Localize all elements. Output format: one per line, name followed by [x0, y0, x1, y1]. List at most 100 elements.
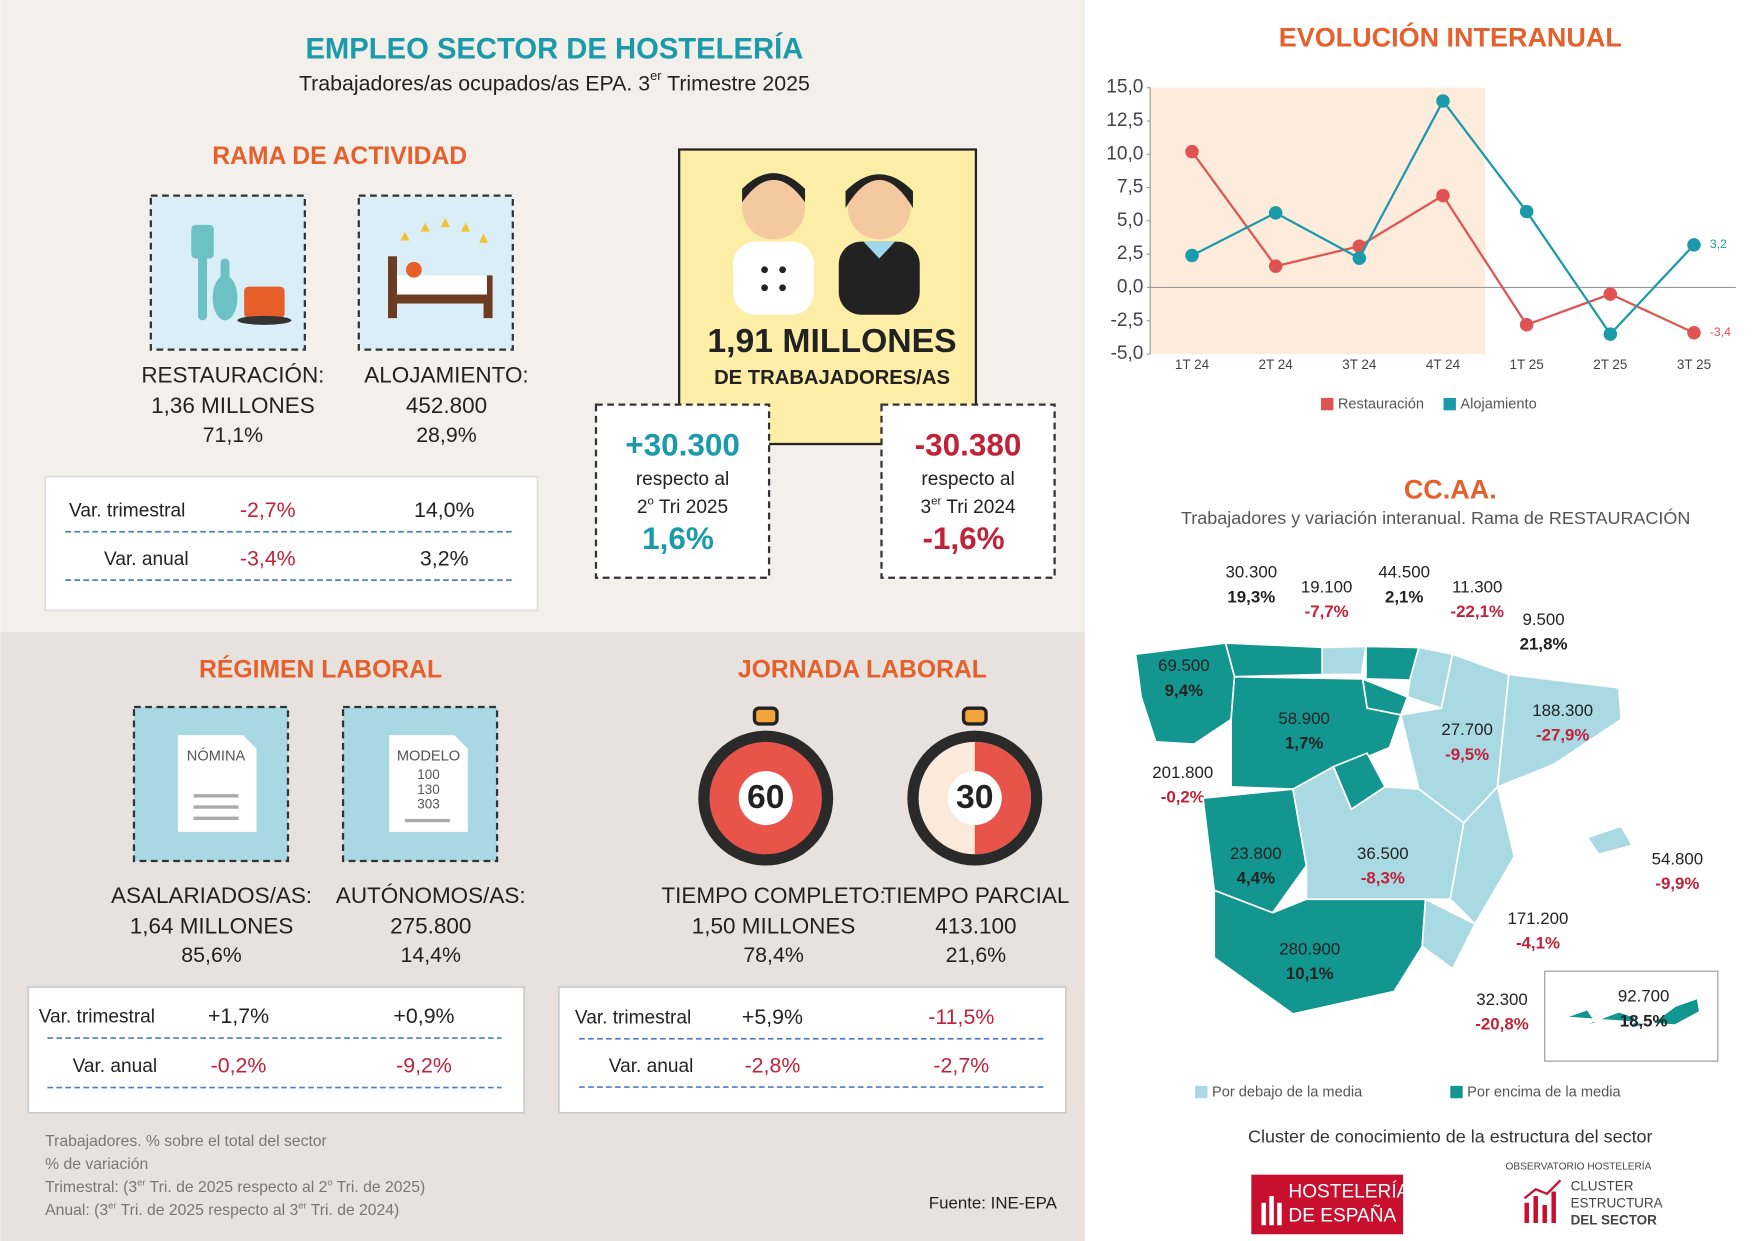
data-point	[1185, 144, 1199, 159]
data-point	[1519, 204, 1534, 219]
clock-center	[738, 771, 793, 826]
table-box	[558, 986, 1067, 1114]
row-value: +5,9%	[742, 1005, 803, 1029]
row-value: -11,5%	[928, 1005, 994, 1029]
region-pct: 18,5%	[1620, 1011, 1668, 1030]
region	[1421, 897, 1477, 971]
text-part: Tri. de 2025 respecto al 3	[116, 1202, 298, 1219]
clock-crown	[752, 706, 779, 726]
x-tick-label: 4T 24	[1426, 357, 1461, 372]
y-tick-label: 7,5	[1117, 177, 1144, 198]
region-pct: 1,7%	[1285, 734, 1323, 753]
row-label: Var. trimestral	[39, 1006, 155, 1027]
text-part: 3	[920, 497, 931, 518]
legend-label: Restauración	[1338, 397, 1424, 413]
legend-swatch	[1195, 1085, 1208, 1099]
row-value: -2,7%	[933, 1053, 989, 1077]
data-point	[1185, 248, 1199, 263]
bed-icon	[388, 218, 493, 319]
y-tick-label: -5,0	[1111, 343, 1144, 364]
text-part: Tri. de 2024)	[307, 1202, 400, 1219]
item-value: 1,36 MILLONES	[151, 393, 315, 418]
total-label: DE TRABAJADORES/AS	[714, 367, 950, 389]
logo-mark	[1261, 1196, 1282, 1226]
note: Anual: (3er Tri. de 2025 respecto al 3er…	[45, 1200, 399, 1219]
cluster-mark	[1523, 1179, 1562, 1224]
data-label: 3,2	[1710, 237, 1727, 251]
item-label: ASALARIADOS/AS:	[111, 883, 312, 908]
x-tick-label: 1T 25	[1510, 357, 1544, 372]
item-value: 1,64 MILLONES	[130, 913, 294, 938]
region-pct: -9,9%	[1655, 874, 1699, 893]
x-tick-label: 1T 24	[1175, 357, 1210, 372]
data-point	[1268, 259, 1283, 273]
item-label: RESTAURACIÓN:	[141, 363, 324, 388]
superscript: er	[650, 68, 662, 83]
delta-text: respecto al	[921, 469, 1014, 490]
legend-label: Por debajo de la media	[1212, 1084, 1363, 1100]
delta-pct: 1,6%	[642, 521, 714, 556]
data-label: -3,4	[1710, 325, 1731, 339]
total-box	[678, 148, 978, 446]
data-point	[1603, 287, 1618, 301]
delta-pct: -1,6%	[922, 521, 1004, 556]
document-lines	[193, 794, 239, 821]
region-value: 19.100	[1301, 577, 1353, 596]
clock-number: 30	[956, 778, 994, 816]
text-part: Tri 2024	[941, 497, 1016, 518]
region-value: 36.500	[1357, 844, 1409, 863]
item-value: 413.100	[935, 913, 1016, 938]
row-value: 3,2%	[420, 546, 469, 570]
delta-text: 3er Tri 2024	[920, 495, 1015, 518]
region	[1406, 646, 1454, 710]
x-tick-label: 3T 25	[1677, 357, 1711, 372]
data-point	[1352, 251, 1367, 265]
x-tick-label: 2T 25	[1593, 357, 1627, 372]
logo-text: DE ESPAÑA	[1288, 1204, 1396, 1226]
title: EMPLEO SECTOR DE HOSTELERÍA	[305, 31, 803, 65]
footer-text: Cluster de conocimiento de la estructura…	[1248, 1126, 1653, 1146]
region-value: 58.900	[1278, 709, 1330, 728]
superscript: er	[108, 1200, 116, 1211]
region-pct: -8,3%	[1361, 868, 1405, 887]
row-label: Var. anual	[104, 549, 189, 570]
data-point	[1436, 188, 1450, 203]
region-value: 92.700	[1618, 987, 1670, 1006]
text-part: Trimestre 2025	[662, 71, 810, 95]
region	[1202, 788, 1308, 914]
row-value: -9,2%	[396, 1053, 452, 1077]
region	[1564, 997, 1701, 1030]
data-point	[1436, 94, 1450, 108]
text-part: Trabajadores/as ocupados/as EPA. 3	[299, 71, 650, 95]
item-share: 71,1%	[203, 423, 264, 447]
logo-text: OBSERVATORIO HOSTELERÍA	[1505, 1159, 1651, 1172]
legend-swatch	[1321, 397, 1334, 411]
y-tick-label: 5,0	[1117, 210, 1144, 231]
region-pct: -4,1%	[1516, 934, 1560, 953]
note: % de variación	[45, 1156, 148, 1173]
logo-text: CLUSTER	[1571, 1179, 1634, 1194]
item-value: 275.800	[390, 913, 471, 938]
data-point	[1268, 206, 1283, 220]
icon-text: 130	[417, 782, 439, 797]
superscript: o	[327, 1177, 332, 1188]
section-title: JORNADA LABORAL	[738, 657, 987, 684]
region	[1321, 645, 1367, 676]
y-tick-label: 0,0	[1117, 277, 1144, 298]
region-pct: -22,1%	[1451, 602, 1504, 621]
superscript: er	[931, 495, 941, 507]
item-label: TIEMPO PARCIAL	[882, 883, 1069, 908]
region-pct: 21,8%	[1520, 635, 1568, 654]
region-pct: -7,7%	[1305, 602, 1349, 621]
icon-text: NÓMINA	[187, 747, 246, 764]
superscript: er	[137, 1177, 145, 1188]
section-title: RAMA DE ACTIVIDAD	[212, 143, 467, 170]
legend-label: Alojamiento	[1460, 397, 1536, 413]
logo-text: ESTRUCTURA	[1571, 1195, 1663, 1210]
icon-text: 100	[417, 767, 439, 782]
region-pct: 2,1%	[1385, 587, 1423, 606]
icon-box	[357, 194, 514, 351]
region-value: 171.200	[1507, 909, 1568, 928]
region-pct: 4,4%	[1237, 868, 1275, 887]
text-part: % de variación	[45, 1156, 148, 1173]
